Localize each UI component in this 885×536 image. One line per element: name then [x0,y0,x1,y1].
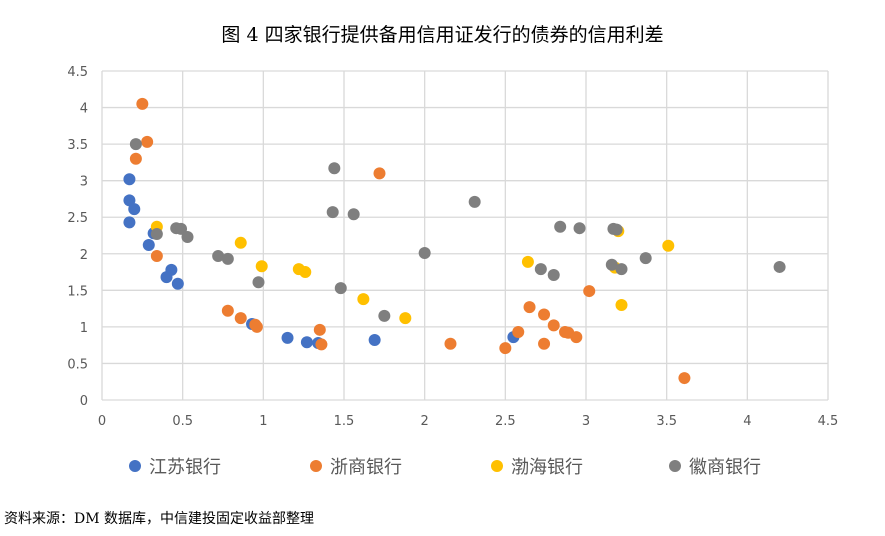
legend-label: 浙商银行 [330,457,402,478]
data-point [326,206,339,219]
data-point [234,236,247,249]
data-point [221,252,234,265]
data-point [212,249,225,262]
y-tick-label: 4.5 [67,65,88,80]
data-point [499,342,512,355]
legend-marker [310,460,322,472]
data-point [639,252,652,265]
data-point [334,282,347,295]
data-point [129,138,142,151]
data-point [347,208,360,221]
data-point [357,293,370,306]
y-tick-label: 0.5 [67,357,88,372]
data-point [512,326,525,339]
data-point [123,194,136,207]
legend-label: 江苏银行 [149,457,221,478]
data-point [141,135,154,148]
x-tick-label: 4.5 [818,414,839,429]
data-point [547,268,560,281]
data-point [234,312,247,325]
data-point [123,216,136,229]
x-tick-label: 0 [98,414,106,429]
data-point [129,152,142,165]
data-point [252,276,265,289]
data-point [521,255,534,268]
legend-label: 徽商银行 [689,457,761,478]
data-point [538,337,551,350]
data-point [378,309,391,322]
data-point [773,260,786,273]
y-tick-label: 2 [80,248,88,263]
data-point [171,277,184,290]
x-tick-label: 1 [259,414,267,429]
data-point [181,230,194,243]
data-point [605,258,618,271]
data-point [444,337,457,350]
data-point [615,263,628,276]
y-tick-label: 3 [80,175,88,190]
data-point [662,239,675,252]
data-point [523,301,536,314]
x-tick-label: 4 [743,414,751,429]
data-point [128,203,141,216]
data-point [299,266,312,279]
chart-title: 图 4 四家银行提供备用信用证发行的债券的信用利差 [221,24,664,46]
data-point [250,320,263,333]
y-tick-label: 4 [80,102,88,117]
data-point [399,312,412,325]
legend-marker [491,460,503,472]
data-point [538,308,551,321]
legend-label: 渤海银行 [511,457,583,478]
y-tick-label: 1 [80,321,88,336]
data-point [678,372,691,385]
scatter-chart: 0 0.5 1 1.5 2 2.5 3 3.5 4 4.5 0 0.5 1 1.5 2 2.5 3 3.5 4 4.5… [67,65,839,478]
data-point [554,220,567,233]
x-tick-label: 3 [582,414,590,429]
data-point [175,222,188,235]
data-point [573,222,586,235]
data-point [583,285,596,298]
x-tick-label: 3.5 [656,414,677,429]
x-tick-label: 2 [421,414,429,429]
legend-marker [129,460,141,472]
data-point [418,247,431,260]
data-point [300,336,313,349]
data-point [123,173,136,186]
data-point [534,263,547,276]
data-point [313,323,326,336]
data-point [315,338,328,351]
y-tick-label: 0 [80,394,88,409]
data-point [547,319,560,332]
source-note: 资料来源：DM 数据库，中信建投固定收益部整理 [4,511,315,527]
data-point [368,334,381,347]
y-tick-label: 3.5 [67,138,88,153]
data-point [281,331,294,344]
data-point [136,97,149,110]
x-tick-label: 0.5 [172,414,193,429]
data-point [255,260,268,273]
data-point [373,167,386,180]
data-point [142,239,155,252]
data-point [160,271,173,284]
data-point [615,298,628,311]
x-tick-label: 2.5 [495,414,516,429]
data-point [328,162,341,175]
x-tick-label: 1.5 [334,414,355,429]
data-point [150,249,163,262]
legend-marker [669,460,681,472]
y-tick-label: 1.5 [67,284,88,299]
data-point [150,228,163,241]
data-point [221,304,234,317]
y-tick-label: 2.5 [67,211,88,226]
data-point [610,223,623,236]
data-point [570,331,583,344]
data-point [468,195,481,208]
